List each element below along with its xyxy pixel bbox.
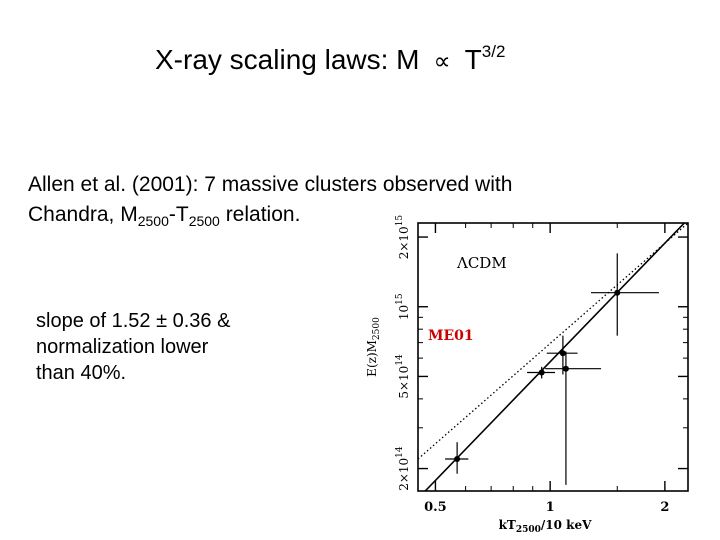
- result-line-1: slope of 1.52 ± 0.36 &: [36, 310, 231, 332]
- title-exponent: 3/2: [481, 42, 506, 61]
- result-text: slope of 1.52 ± 0.36 & normalization low…: [36, 308, 296, 386]
- intro-line-2-end: relation.: [219, 203, 301, 226]
- y-tick-label: 2×1015: [395, 215, 411, 260]
- proportional-symbol: ∝: [433, 47, 451, 75]
- data-point: [538, 369, 545, 376]
- plot-frame: [417, 222, 689, 492]
- lcdm-label: ΛCDM: [456, 254, 507, 272]
- intro-line-2-start: Chandra, M: [28, 203, 138, 226]
- x-axis-label: kT2500/10 keV: [499, 518, 593, 535]
- mass-temperature-plot: 0.5 1 2 2×1014 5×1014 1015 2×1015 ΛCDM ME01 kT250…: [365, 215, 689, 535]
- data-point: [454, 455, 461, 462]
- y-axis-label: E(z)M2500: [365, 317, 382, 377]
- result-line-2: normalization lower: [36, 336, 209, 358]
- result-line-3: than 40%.: [36, 362, 127, 384]
- x-tick-label: 1: [546, 500, 555, 515]
- intro-line-2-mid: -T: [168, 203, 189, 226]
- title-variable: T: [464, 44, 482, 75]
- y-tick-label: 2×1014: [395, 446, 411, 491]
- me01-fit-line: [424, 223, 685, 491]
- y-tick-label: 5×1014: [395, 354, 411, 399]
- data-point: [562, 365, 569, 372]
- title-main: X-ray scaling laws: M: [155, 44, 420, 75]
- intro-line-1: Allen et al. (2001): 7 massive clusters …: [28, 173, 513, 196]
- y-tick-label: 1015: [395, 293, 411, 320]
- intro-line-2: Chandra, M2500-T2500 relation.: [28, 200, 512, 236]
- intro-text: Allen et al. (2001): 7 massive clusters …: [28, 170, 512, 236]
- data-point: [614, 289, 621, 296]
- data-point: [559, 350, 566, 357]
- intro-subscript-temp: 2500: [188, 213, 220, 229]
- x-tick-label: 2: [660, 500, 669, 515]
- intro-subscript-mass: 2500: [137, 213, 169, 229]
- x-tick-label: 0.5: [424, 500, 447, 515]
- slide-title: X-ray scaling laws: M ∝ T3/2: [155, 42, 505, 76]
- me01-label: ME01: [428, 328, 474, 344]
